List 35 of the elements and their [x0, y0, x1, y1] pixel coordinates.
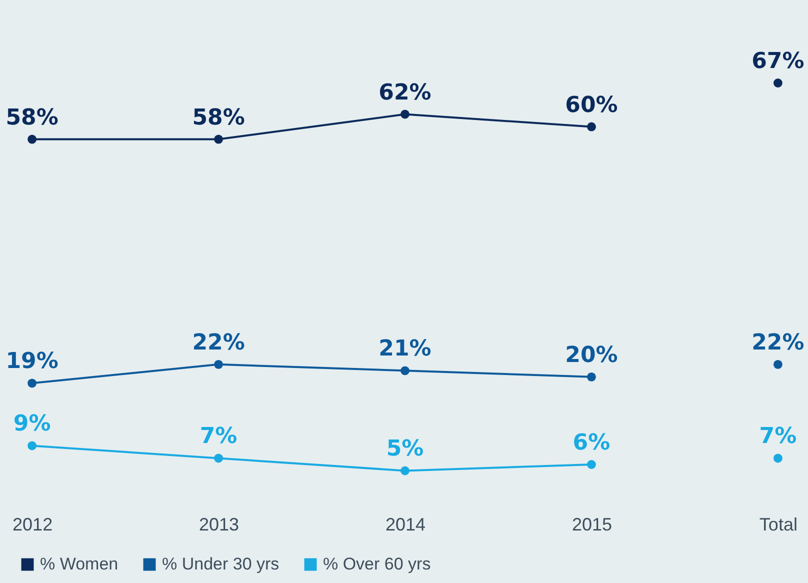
data-label: 60%: [565, 92, 618, 118]
data-label: 7%: [200, 424, 238, 450]
point: [400, 466, 410, 476]
point: [214, 134, 223, 144]
data-label: 19%: [6, 349, 58, 374]
data-label: 22%: [752, 330, 804, 356]
x-tick-label: Total: [759, 514, 798, 534]
data-label: 21%: [378, 336, 432, 362]
data-label: 20%: [565, 342, 618, 368]
point: [400, 110, 410, 119]
point: [587, 122, 596, 132]
data-label: 58%: [192, 105, 245, 130]
data-label: 62%: [378, 80, 432, 106]
point: [400, 366, 410, 376]
data-label: 6%: [572, 430, 610, 456]
point: [214, 454, 223, 463]
point: [28, 441, 37, 450]
point: [28, 378, 37, 388]
x-tick-label: 2015: [572, 514, 612, 534]
data-label: 7%: [759, 424, 797, 450]
x-tick-label: 2014: [385, 514, 426, 534]
legend-label: % Under 30 yrs: [162, 554, 280, 574]
point: [587, 460, 596, 469]
x-tick-label: 2013: [199, 514, 240, 534]
data-label: 58%: [6, 105, 58, 130]
data-label: 5%: [386, 436, 424, 462]
data-label: 22%: [192, 330, 245, 356]
legend-label: % Women: [40, 554, 118, 574]
x-tick-label: 2012: [12, 514, 53, 534]
legend-label: % Over 60 yrs: [323, 554, 431, 574]
data-label: 67%: [752, 49, 804, 74]
point: [214, 360, 223, 369]
point: [587, 372, 596, 382]
data-label: 9%: [13, 412, 51, 437]
point: [28, 134, 37, 144]
